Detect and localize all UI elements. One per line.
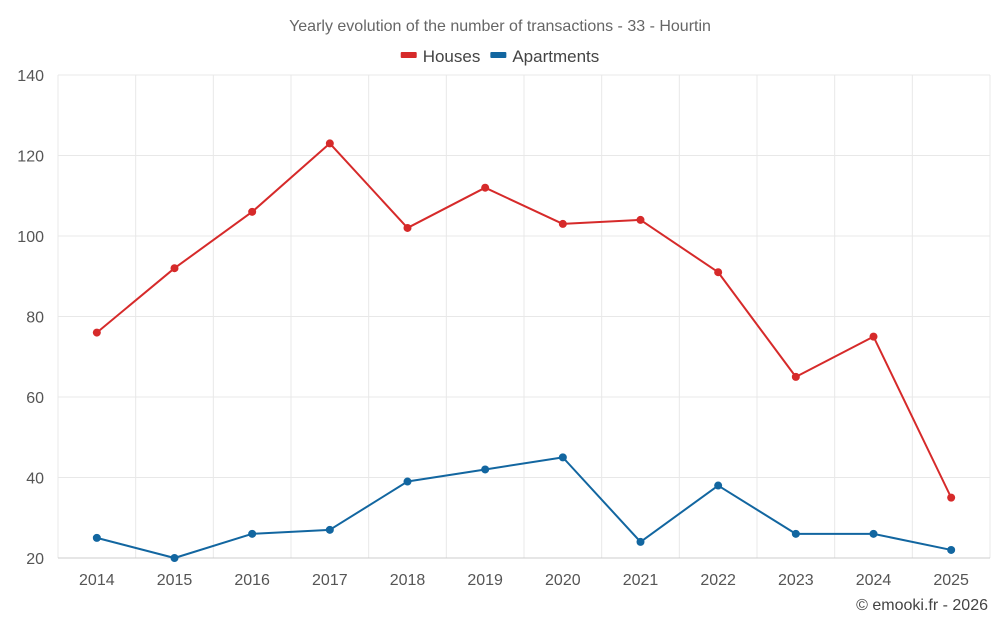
y-tick-label: 120 [17, 149, 44, 166]
y-tick-label: 20 [26, 551, 44, 568]
x-tick-label: 2018 [390, 572, 426, 589]
data-point-houses-2021[interactable] [636, 215, 645, 224]
x-tick-label: 2024 [856, 572, 892, 589]
legend-swatch-houses [400, 52, 417, 58]
chart-title: Yearly evolution of the number of transa… [289, 18, 711, 35]
x-tick-label: 2020 [545, 572, 581, 589]
y-tick-label: 140 [17, 68, 44, 85]
y-tick-label: 100 [17, 229, 44, 246]
series-houses [92, 139, 956, 502]
data-point-apartments-2016[interactable] [248, 529, 257, 538]
legend[interactable]: Houses Apartments [400, 47, 600, 66]
data-point-apartments-2020[interactable] [558, 453, 567, 462]
y-tick-label: 60 [26, 390, 44, 407]
grid [57, 74, 991, 558]
legend-item-apartments[interactable]: Apartments [490, 47, 599, 66]
data-point-apartments-2015[interactable] [170, 554, 179, 562]
series-apartments [92, 453, 956, 562]
data-point-apartments-2019[interactable] [481, 465, 490, 474]
series-line-apartments [96, 456, 952, 559]
x-tick-label: 2014 [79, 572, 115, 589]
data-point-apartments-2023[interactable] [791, 529, 800, 538]
y-tick-label: 40 [26, 471, 44, 488]
data-point-apartments-2025[interactable] [947, 545, 956, 554]
data-point-houses-2016[interactable] [248, 207, 257, 216]
legend-label-houses: Houses [423, 47, 481, 66]
x-tick-label: 2017 [312, 572, 348, 589]
data-point-houses-2017[interactable] [325, 139, 334, 148]
data-point-houses-2015[interactable] [170, 264, 179, 273]
x-tick-label: 2015 [157, 572, 193, 589]
data-point-apartments-2014[interactable] [92, 533, 101, 542]
x-tick-label: 2019 [467, 572, 503, 589]
x-tick-label: 2023 [778, 572, 814, 589]
x-axis: 2014 2015 2016 2017 2018 2019 2020 2021 2022 2023… [58, 557, 990, 589]
legend-label-apartments: Apartments [512, 47, 599, 66]
data-point-apartments-2018[interactable] [403, 477, 412, 486]
x-tick-label: 2016 [234, 572, 270, 589]
x-tick-label: 2022 [700, 572, 736, 589]
series-line-houses [96, 142, 953, 499]
data-point-apartments-2022[interactable] [714, 481, 723, 490]
data-point-houses-2019[interactable] [481, 183, 490, 192]
data-point-apartments-2021[interactable] [636, 537, 645, 546]
series-layer [92, 139, 956, 562]
data-point-houses-2022[interactable] [714, 268, 723, 277]
x-tick-label: 2025 [933, 572, 969, 589]
data-point-houses-2020[interactable] [558, 219, 567, 228]
credit-text: © emooki.fr - 2026 [856, 597, 988, 614]
data-point-houses-2023[interactable] [791, 372, 800, 381]
data-point-houses-2025[interactable] [947, 493, 956, 502]
legend-item-houses[interactable]: Houses [400, 47, 481, 66]
data-point-houses-2014[interactable] [92, 328, 101, 337]
y-tick-label: 80 [26, 310, 44, 327]
x-tick-label: 2021 [623, 572, 659, 589]
data-point-apartments-2024[interactable] [869, 529, 878, 538]
y-axis: 20 40 60 80 100 120 140 [17, 68, 44, 568]
data-point-apartments-2017[interactable] [325, 525, 334, 534]
data-point-houses-2018[interactable] [403, 223, 412, 232]
legend-swatch-apartments [490, 52, 507, 58]
data-point-houses-2024[interactable] [869, 332, 878, 341]
